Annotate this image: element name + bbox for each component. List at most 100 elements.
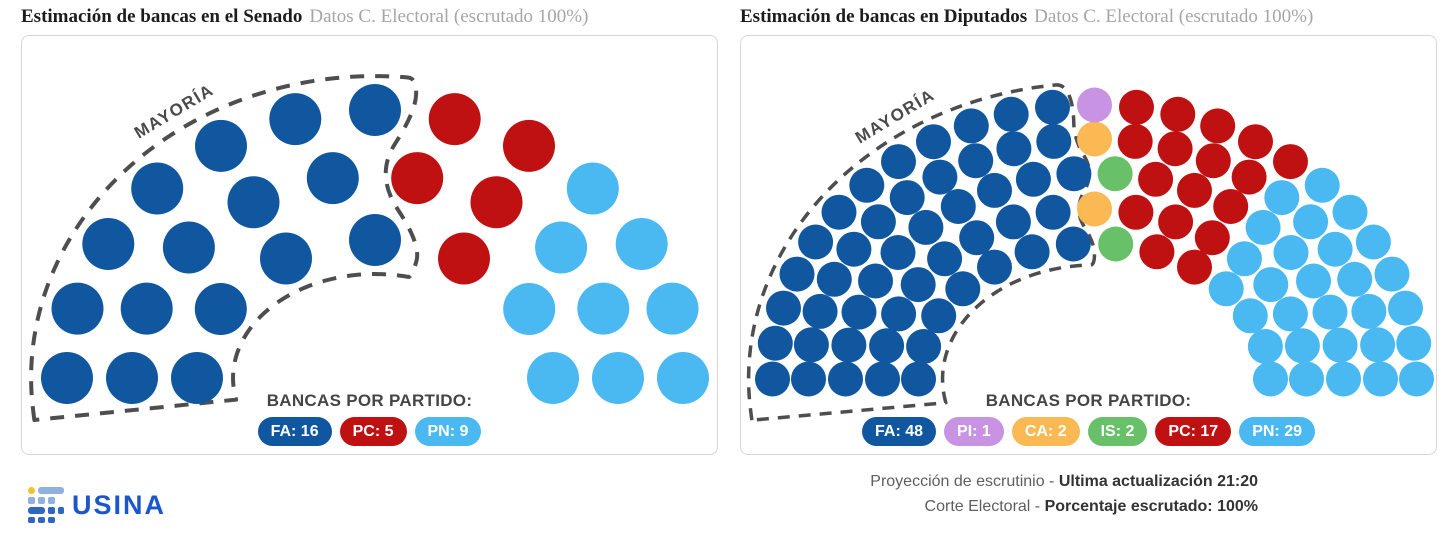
seat-FA (927, 241, 963, 277)
seat-PN (1253, 361, 1288, 397)
seat-FA (227, 176, 280, 229)
seat-FA (836, 231, 872, 267)
seat-FA (995, 204, 1031, 240)
seat-PC (1177, 172, 1212, 208)
seat-PN (1293, 204, 1329, 240)
deputies-legend: BANCAS POR PARTIDO: FA: 48 PI: 1 CA: 2 IS: … (741, 391, 1436, 446)
seat-PN (1226, 241, 1262, 277)
seat-FA (921, 298, 957, 334)
seat-PN (615, 218, 668, 270)
seat-CA (1077, 121, 1112, 157)
seat-FA (51, 282, 104, 335)
seat-FA (162, 221, 215, 274)
legend-badge: CA: 2 (1011, 417, 1080, 446)
seat-FA (858, 263, 893, 299)
seat-PN (535, 221, 588, 274)
seat-FA (816, 261, 852, 297)
seat-PC (1194, 220, 1230, 256)
seat-FA (194, 283, 247, 335)
seat-PN (1337, 261, 1373, 297)
seat-FA (1036, 123, 1072, 159)
seat-PN (1264, 180, 1300, 216)
seat-PN (1247, 329, 1283, 364)
seat-FA (869, 328, 905, 364)
seat-FA (922, 159, 958, 195)
seat-PC (503, 119, 555, 172)
seat-FA (1015, 161, 1051, 197)
majority-outline (29, 74, 420, 423)
seat-PN (1312, 294, 1348, 330)
seat-FA (195, 119, 247, 172)
seat-PN (1304, 167, 1340, 203)
footer-note: Proyección de escrutinio - Ultima actual… (870, 469, 1258, 519)
footer-line-2: Corte Electoral - Porcentaje escrutado: … (924, 498, 1258, 515)
seat-FA (798, 224, 834, 260)
seat-FA (1035, 194, 1071, 230)
seat-PC (1177, 249, 1212, 285)
seat-PN (1332, 194, 1368, 230)
seat-PN (1360, 327, 1396, 363)
seat-PN (1374, 256, 1410, 292)
legend-title: BANCAS POR PARTIDO: (266, 391, 473, 410)
seat-PN (1396, 325, 1432, 361)
seat-PN (1284, 328, 1320, 364)
seat-PC (1238, 124, 1273, 160)
seat-PN (1351, 293, 1387, 329)
seat-PC (428, 93, 481, 146)
deputies-title-row: Estimación de bancas en Diputados Datos C… (740, 6, 1437, 28)
page-title: Estimación de bancas en Diputados (740, 6, 1028, 27)
senate-legend: BANCAS POR PARTIDO: FA: 16 PC: 5 PN: 9 (22, 391, 717, 446)
legend-badge: PC: 17 (1155, 417, 1232, 446)
chart-subtitle: Datos C. Electoral (escrutado 100%) (1034, 6, 1314, 27)
seat-PN (1208, 271, 1244, 307)
seat-PN (1273, 235, 1309, 270)
seat-FA (959, 220, 995, 256)
legend-badge: FA: 48 (862, 417, 937, 446)
seat-PN (1363, 361, 1398, 397)
seat-PC (1158, 204, 1194, 240)
seat-PN (1322, 327, 1358, 363)
seat-FA (860, 204, 896, 240)
seat-FA (906, 329, 942, 364)
seat-PC (1157, 131, 1193, 167)
seat-PN (503, 283, 556, 335)
seat-FA (900, 267, 936, 303)
usina-logo[interactable]: USINA (27, 486, 166, 524)
seat-PC (1195, 143, 1231, 179)
seat-FA (993, 96, 1029, 132)
seat-FA (306, 152, 359, 205)
seat-FA (953, 108, 989, 144)
seat-FA (41, 352, 93, 404)
seat-PN (592, 352, 644, 404)
chart-subtitle: Datos C. Electoral (escrutado 100%) (309, 6, 589, 27)
seat-FA (82, 218, 135, 270)
seat-FA (1035, 89, 1070, 125)
seat-FA (901, 361, 936, 397)
seat-FA (755, 361, 790, 397)
seat-PN (1326, 361, 1361, 397)
seat-IS (1097, 156, 1133, 192)
seat-FA (865, 361, 900, 397)
seat-PC (1160, 96, 1196, 132)
seat-PN (1317, 231, 1353, 267)
seat-PI (1077, 87, 1112, 123)
legend-badge: PI: 1 (944, 417, 1004, 446)
seat-PC (438, 232, 490, 285)
seat-FA (831, 327, 867, 363)
seat-PN (1272, 296, 1308, 332)
seat-PN (1289, 361, 1324, 397)
seat-PN (1296, 263, 1331, 299)
senate-section: Estimación de bancas en el Senado Datos C… (21, 6, 718, 455)
seat-PN (646, 282, 699, 335)
deputies-section: Estimación de bancas en Diputados Datos C… (740, 6, 1437, 455)
seat-FA (1056, 156, 1092, 192)
seat-FA (120, 282, 173, 335)
senate-hemicycle-chart: MAYORÍA (29, 74, 709, 423)
seat-FA (349, 84, 401, 136)
seat-PN (1232, 298, 1268, 334)
seat-FA (766, 290, 801, 326)
seat-FA (958, 143, 994, 179)
seat-PC (1119, 89, 1154, 125)
seat-FA (849, 167, 885, 203)
